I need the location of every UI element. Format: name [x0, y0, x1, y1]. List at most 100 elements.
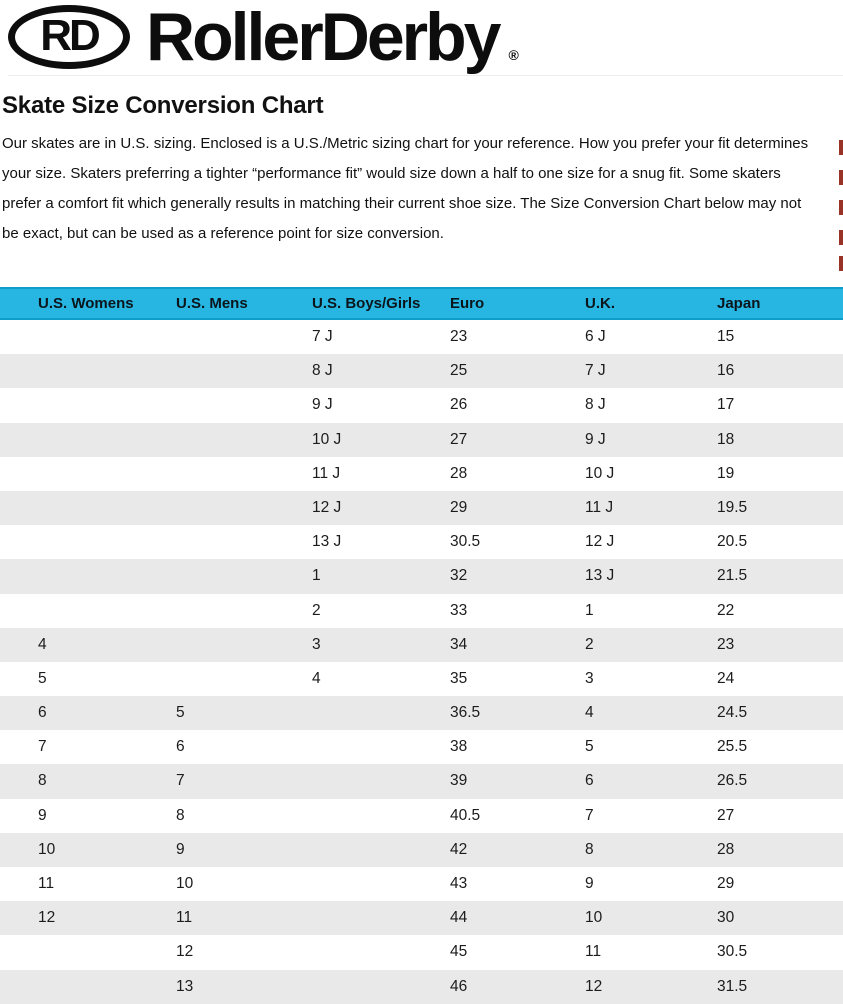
table-cell: 5 [585, 738, 594, 756]
table-row: 8 7 39 6 26.5 [0, 764, 843, 799]
table-cell [274, 867, 412, 901]
table-cell: 3 [312, 635, 321, 653]
table-cell [0, 388, 138, 422]
table-cell: 24.5 [717, 704, 748, 722]
table-cell: 16 [717, 362, 735, 380]
table-cell [138, 320, 274, 354]
table-cell [274, 696, 412, 730]
table-cell: 11 [176, 909, 193, 927]
table-row: 4 3 34 2 23 [0, 627, 843, 662]
table-cell: 8 [38, 772, 47, 790]
table-cell [274, 901, 412, 935]
table-cell [138, 662, 274, 696]
table-cell [138, 423, 274, 457]
table-cell [0, 935, 138, 969]
table-cell [274, 833, 412, 867]
rd-monogram-text: RD [40, 10, 101, 60]
table-row: 11 10 43 9 29 [0, 867, 843, 902]
table-cell: 30.5 [717, 943, 748, 961]
table-cell [0, 423, 138, 457]
table-cell: 12 J [585, 533, 615, 551]
table-cell: 8 [176, 806, 185, 824]
table-cell: 4 [585, 704, 594, 722]
table-cell: 10 [585, 909, 603, 927]
table-cell: 45 [450, 943, 468, 961]
table-cell: 43 [450, 875, 468, 892]
table-cell [138, 628, 274, 662]
table-cell: 18 [717, 430, 735, 448]
red-edge-mark [839, 230, 843, 245]
table-cell: 29 [717, 875, 735, 892]
column-header: U.S. Boys/Girls [312, 295, 421, 312]
table-cell: 23 [450, 328, 468, 345]
table-cell: 12 [585, 977, 603, 995]
table-cell: 36.5 [450, 704, 481, 722]
table-cell: 33 [450, 601, 468, 619]
table-row: 5 4 35 3 24 [0, 661, 843, 697]
table-cell: 12 [176, 943, 194, 961]
table-cell: 42 [450, 840, 468, 858]
table-cell: 28 [717, 840, 735, 858]
table-cell: 6 J [585, 328, 606, 345]
table-cell [138, 388, 274, 422]
table-cell: 4 [38, 635, 47, 653]
page-title: Skate Size Conversion Chart [2, 92, 324, 119]
table-cell: 11 J [585, 498, 614, 516]
table-cell: 25 [450, 362, 468, 380]
table-cell: 25.5 [717, 738, 748, 756]
table-row: 6 5 36.5 4 24.5 [0, 696, 843, 731]
table-cell: 27 [450, 430, 468, 448]
registered-trademark-symbol: ® [508, 47, 519, 63]
table-cell: 13 J [312, 533, 342, 551]
table-cell: 9 J [585, 430, 606, 448]
table-cell: 28 [450, 464, 468, 482]
table-cell: 15 [717, 328, 735, 345]
table-cell: 7 J [312, 328, 333, 345]
table-cell [0, 594, 138, 628]
table-cell [138, 491, 274, 525]
table-row: 12 J 29 11 J 19.5 [0, 490, 843, 526]
table-cell: 9 [585, 875, 594, 892]
table-cell: 8 J [312, 362, 333, 380]
table-cell [0, 525, 138, 559]
table-cell: 34 [450, 635, 468, 653]
column-header: U.K. [585, 295, 615, 312]
column-header: Euro [450, 295, 485, 312]
table-cell: 6 [585, 772, 594, 790]
table-cell: 23 [717, 635, 735, 653]
table-cell: 10 [176, 875, 194, 892]
table-row: 13 46 12 31.5 [0, 969, 843, 1004]
table-cell: 38 [450, 738, 468, 756]
table-cell [274, 970, 412, 1004]
table-cell: 7 [38, 738, 47, 756]
brand-wordmark: RollerDerby [146, 0, 501, 75]
table-cell: 12 [38, 909, 56, 927]
table-cell: 44 [450, 909, 468, 927]
table-cell [138, 457, 274, 491]
table-cell [0, 970, 138, 1004]
table-cell: 39 [450, 772, 468, 790]
table-cell: 10 [38, 840, 56, 858]
table-row: 10 J 27 9 J 18 [0, 422, 843, 457]
table-cell: 24 [717, 669, 735, 687]
table-cell [138, 594, 274, 628]
table-cell: 17 [717, 396, 735, 414]
table-row: 8 J 25 7 J 16 [0, 354, 843, 389]
table-cell: 3 [585, 669, 594, 687]
column-header: U.S. Mens [176, 295, 248, 312]
table-cell: 12 J [312, 498, 342, 516]
table-cell: 11 [585, 943, 602, 961]
brand-logo: RD RollerDerby ® [8, 0, 843, 76]
table-cell [0, 354, 138, 388]
table-cell: 9 [38, 806, 47, 824]
table-cell: 22 [717, 601, 735, 619]
table-cell: 26.5 [717, 772, 748, 790]
table-cell: 10 J [312, 430, 342, 448]
rd-monogram-icon: RD [8, 4, 130, 69]
table-cell: 2 [585, 635, 594, 653]
table-cell: 7 [585, 806, 594, 824]
column-header: Japan [717, 295, 761, 312]
table-cell [0, 320, 138, 354]
table-cell [274, 799, 412, 833]
